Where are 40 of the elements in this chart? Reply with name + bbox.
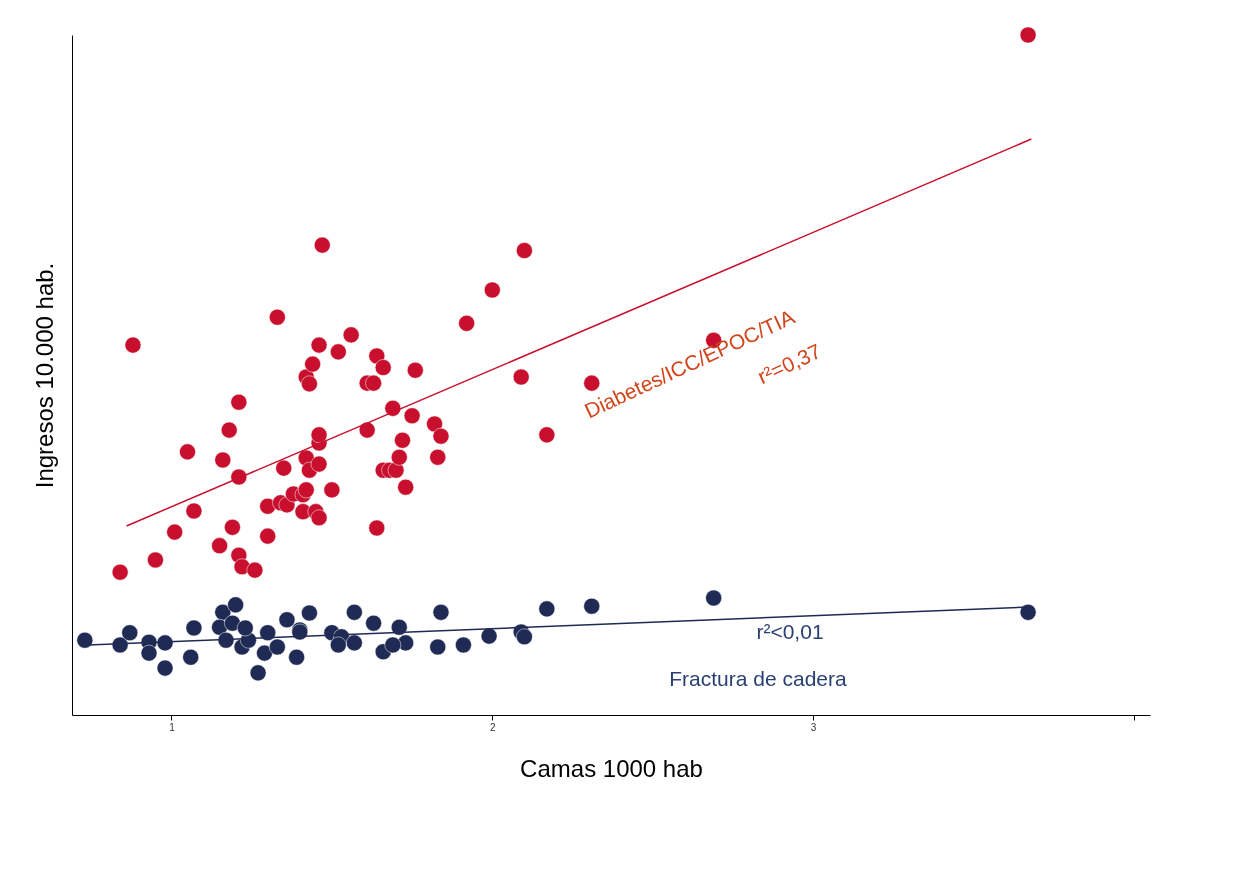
y-axis-title: Ingresos 10.000 hab.: [30, 262, 58, 489]
point: [429, 638, 447, 656]
point: [140, 644, 158, 662]
point: [217, 631, 235, 649]
point: [259, 624, 277, 642]
point: [278, 611, 296, 629]
point: [432, 604, 450, 621]
point: [236, 619, 254, 637]
point: [346, 634, 363, 652]
point: [538, 600, 556, 618]
x-tick-label: 3: [810, 721, 817, 733]
x-tick-label: 1: [169, 721, 176, 733]
point: [256, 644, 273, 662]
point: [156, 634, 174, 652]
point: [365, 614, 382, 632]
point: [301, 604, 318, 622]
point: [1019, 604, 1037, 621]
point: [583, 597, 601, 615]
annotation: r²<0,01: [756, 620, 824, 643]
point: [121, 624, 139, 642]
x-tick-label: 2: [490, 721, 497, 733]
x-axis-title: Camas 1000 hab: [520, 754, 703, 782]
point: [455, 636, 472, 654]
point: [269, 638, 286, 656]
point: [346, 604, 363, 621]
point: [249, 664, 267, 682]
point: [76, 631, 94, 649]
point: [185, 619, 203, 637]
point: [288, 648, 305, 666]
point: [329, 636, 347, 654]
point: [111, 636, 129, 654]
annotation: Fractura de cadera: [669, 667, 848, 690]
point: [516, 628, 533, 646]
point: [480, 627, 498, 645]
point: [182, 648, 200, 666]
point: [156, 659, 174, 677]
point: [384, 636, 402, 654]
point: [705, 589, 722, 607]
point: [390, 618, 408, 636]
point: [227, 596, 244, 614]
